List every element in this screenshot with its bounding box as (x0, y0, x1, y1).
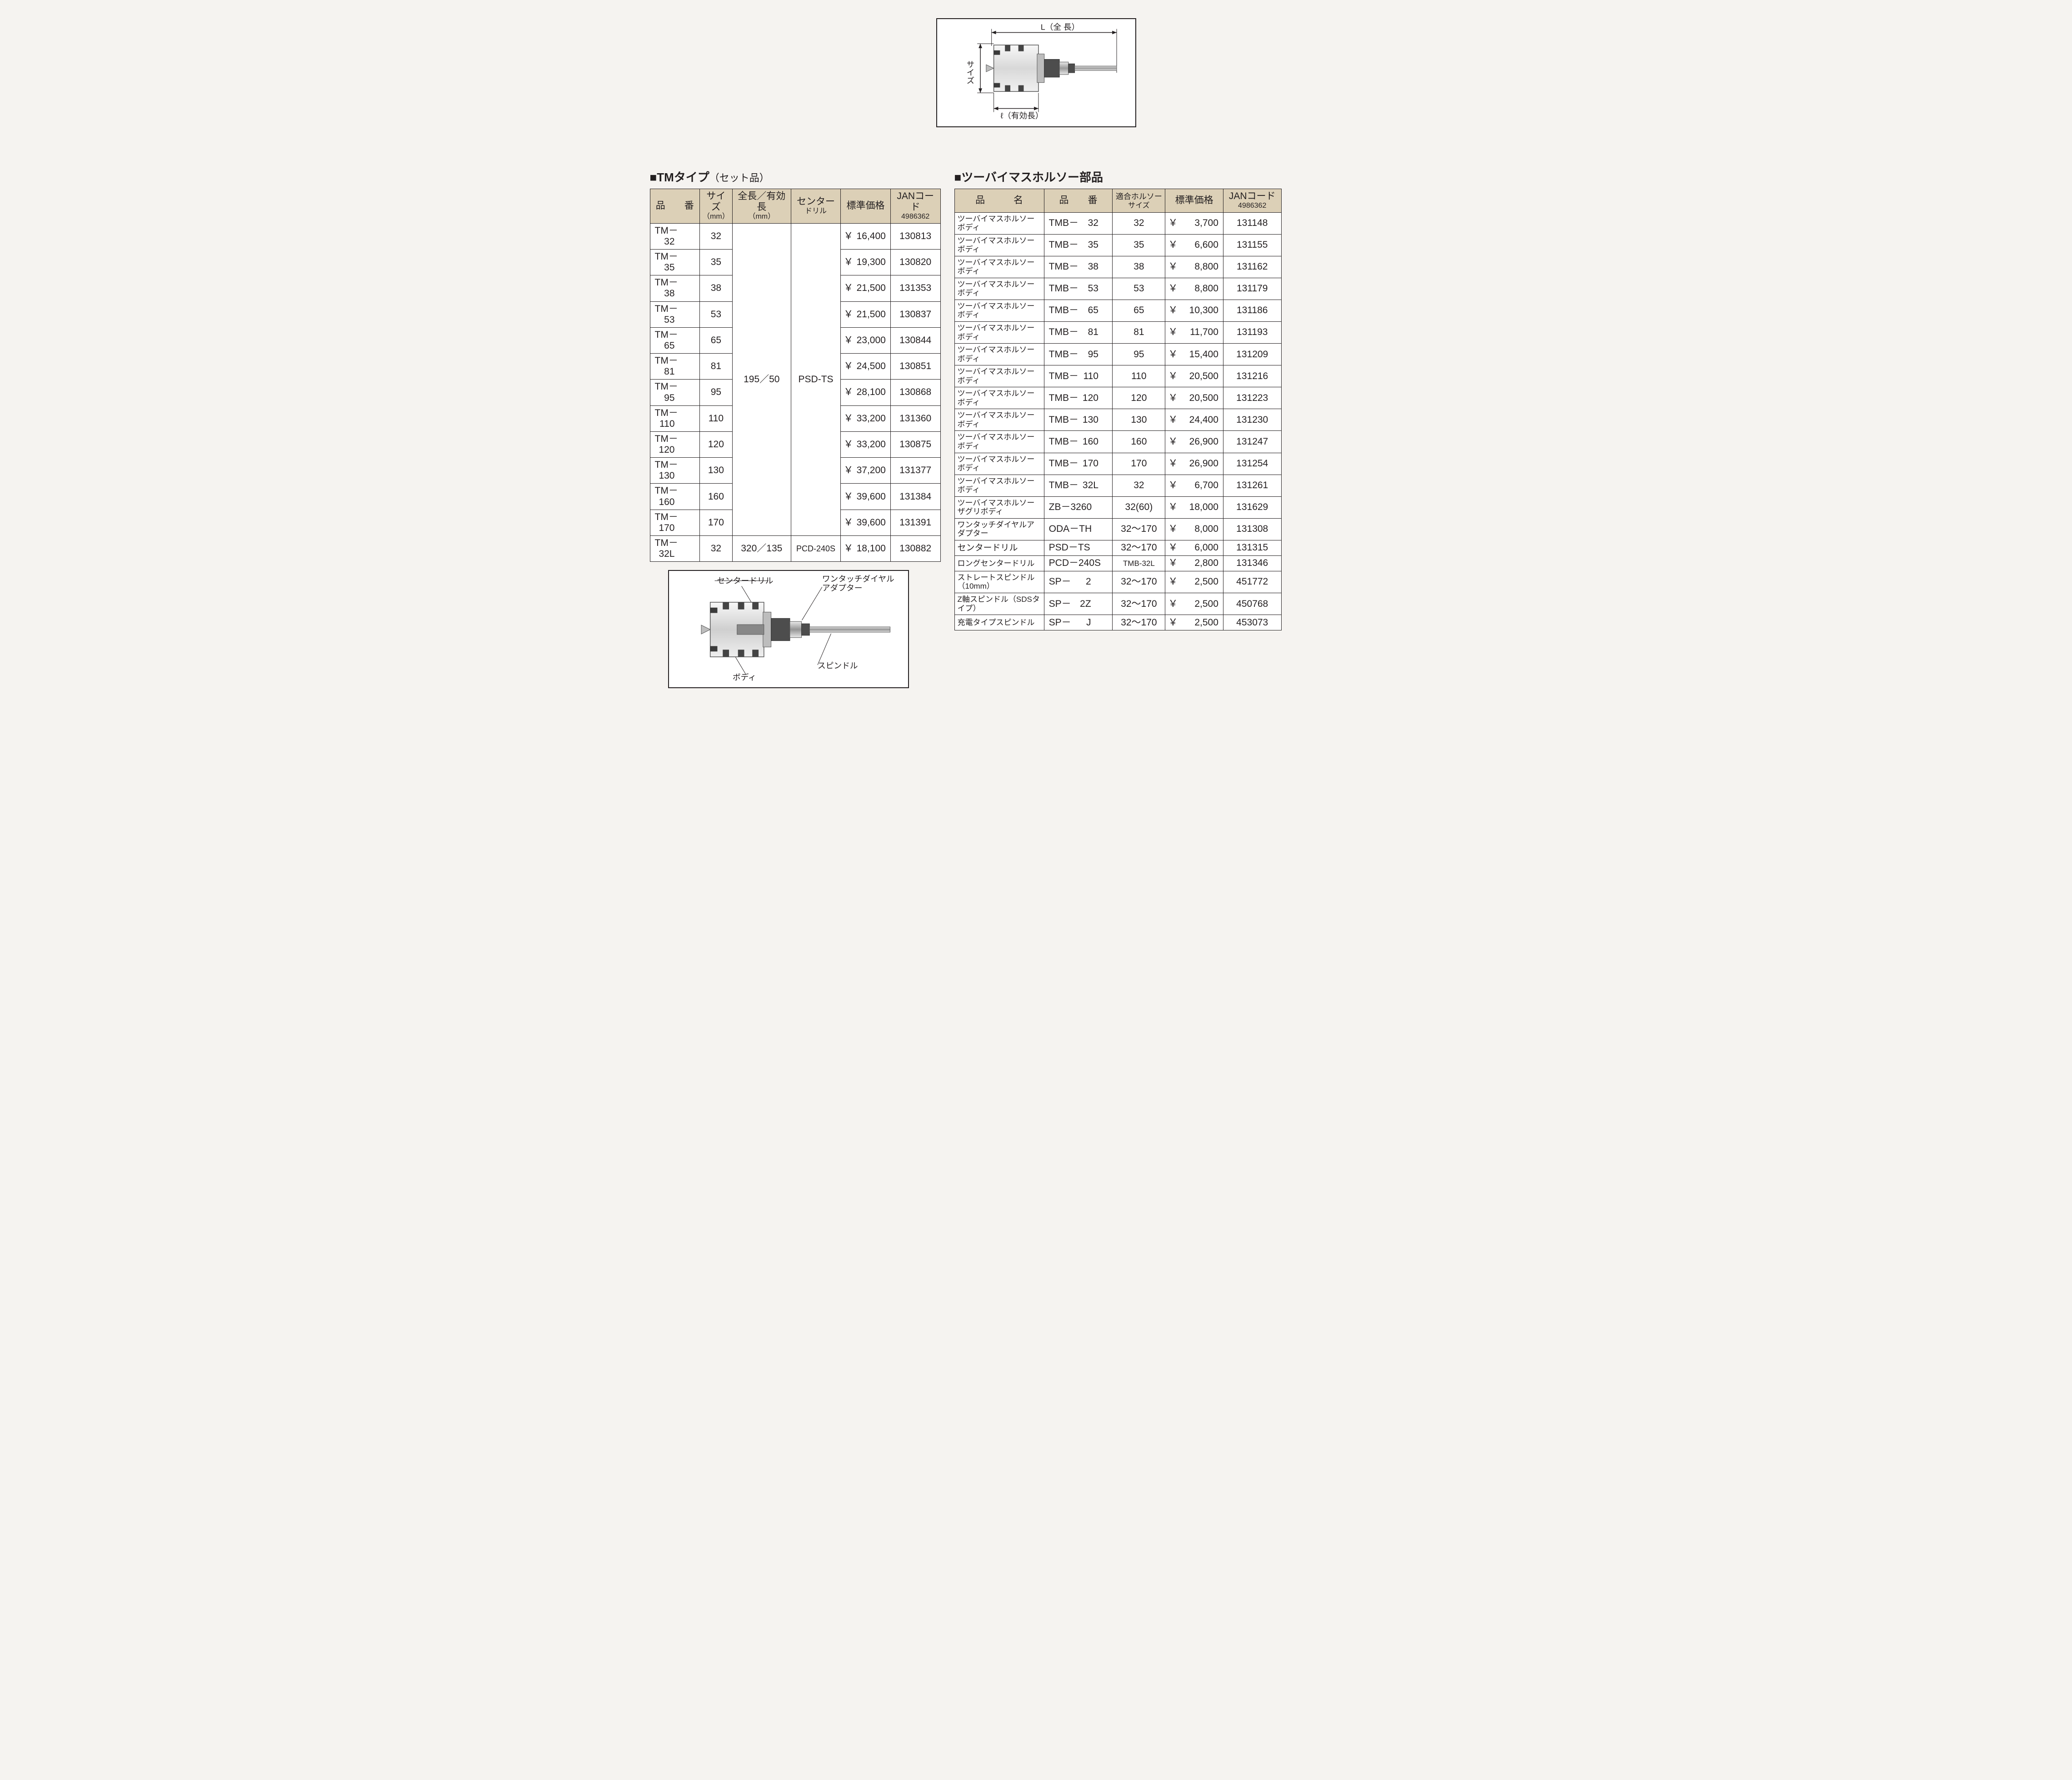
table-row: センタードリルPSD－TS32～170￥6,000131315 (954, 540, 1281, 555)
table-row: Z軸スピンドル（SDSタイプ）SP－2Z32～170￥2,500450768 (954, 593, 1281, 615)
table-row: ツーバイマスホルソーボディTMB－130130￥24,400131230 (954, 409, 1281, 431)
table-row: ツーバイマスホルソーボディTMB－8181￥11,700131193 (954, 322, 1281, 344)
th-code: 品 番 (650, 189, 700, 224)
table-row: ツーバイマスホルソーボディTMB－3838￥8,800131162 (954, 256, 1281, 278)
table-row: ツーバイマスホルソーボディTMB－6565￥10,300131186 (954, 300, 1281, 321)
table-row: ツーバイマスホルソーボディTMB－5353￥8,800131179 (954, 278, 1281, 300)
th-name: 品 名 (954, 189, 1044, 213)
label-onetouch-1: ワンタッチダイヤル (822, 575, 894, 584)
th-fit: 適合ホルソーサイズ (1113, 189, 1165, 213)
table-row: ツーバイマスホルソーボディTMB－160160￥26,900131247 (954, 431, 1281, 453)
table-row: TM－3232195／50PSD-TS￥16,400130813 (650, 223, 940, 249)
label-effective: ℓ（有効長） (1000, 111, 1043, 120)
table-row: ツーバイマスホルソーボディTMB－3535￥6,600131155 (954, 234, 1281, 256)
parts-section-title: ■ツーバイマスホルソー部品 (954, 168, 1282, 185)
table-row: ロングセンタードリルPCD－240STMB-32L￥2,800131346 (954, 555, 1281, 571)
label-body: ボディ (732, 673, 756, 682)
th-price: 標準価格 (841, 189, 891, 224)
label-length: L（全 長） (1040, 23, 1079, 32)
table-row: ストレートスピンドル（10mm）SP－232～170￥2,500451772 (954, 571, 1281, 593)
label-onetouch-2: アダプター (822, 584, 862, 593)
table-row: 充電タイプスピンドルSP－J32～170￥2,500453073 (954, 615, 1281, 630)
table-row: ツーバイマスホルソーボディTMB－32L32￥6,700131261 (954, 475, 1281, 496)
label-spindle: スピンドル (818, 661, 858, 670)
parts-table: 品 名 品 番 適合ホルソーサイズ 標準価格 JANコード4986362 ツーバ… (954, 189, 1282, 630)
table-row: ツーバイマスホルソーボディTMB－9595￥15,400131209 (954, 344, 1281, 365)
th-size: サイズ（mm） (700, 189, 733, 224)
th-jan: JANコード4986362 (1223, 189, 1281, 213)
th-jan: JANコード4986362 (890, 189, 940, 224)
table-row: ツーバイマスホルソーボディTMB－120120￥20,500131223 (954, 387, 1281, 409)
th-length: 全長／有効長（mm） (732, 189, 791, 224)
label-size: サイズ (965, 60, 974, 84)
table-row: ツーバイマスホルソーボディTMB－110110￥20,500131216 (954, 365, 1281, 387)
table-row: ワンタッチダイヤルアダプターODA－TH32～170￥8,000131308 (954, 518, 1281, 540)
th-code: 品 番 (1044, 189, 1113, 213)
tm-table: 品 番 サイズ（mm） 全長／有効長（mm） センタードリル 標準価格 JANコ… (650, 189, 941, 562)
table-row: ツーバイマスホルソーボディTMB－3232￥3,700131148 (954, 212, 1281, 234)
bottom-diagram: センタードリル ワンタッチダイヤル アダプター スピンドル ボディ (668, 570, 909, 688)
table-row: ツーバイマスホルソーザグリボディZB－326032(60)￥18,0001316… (954, 496, 1281, 518)
tm-section-title: ■TMタイプ（セット品） (650, 168, 941, 185)
table-row: ツーバイマスホルソーボディTMB－170170￥26,900131254 (954, 453, 1281, 475)
th-price: 標準価格 (1165, 189, 1223, 213)
th-drill: センタードリル (791, 189, 840, 224)
top-diagram: L（全 長） サイズ (936, 18, 1136, 127)
table-row: TM－32L32320／135PCD-240S￥18,100130882 (650, 536, 940, 562)
